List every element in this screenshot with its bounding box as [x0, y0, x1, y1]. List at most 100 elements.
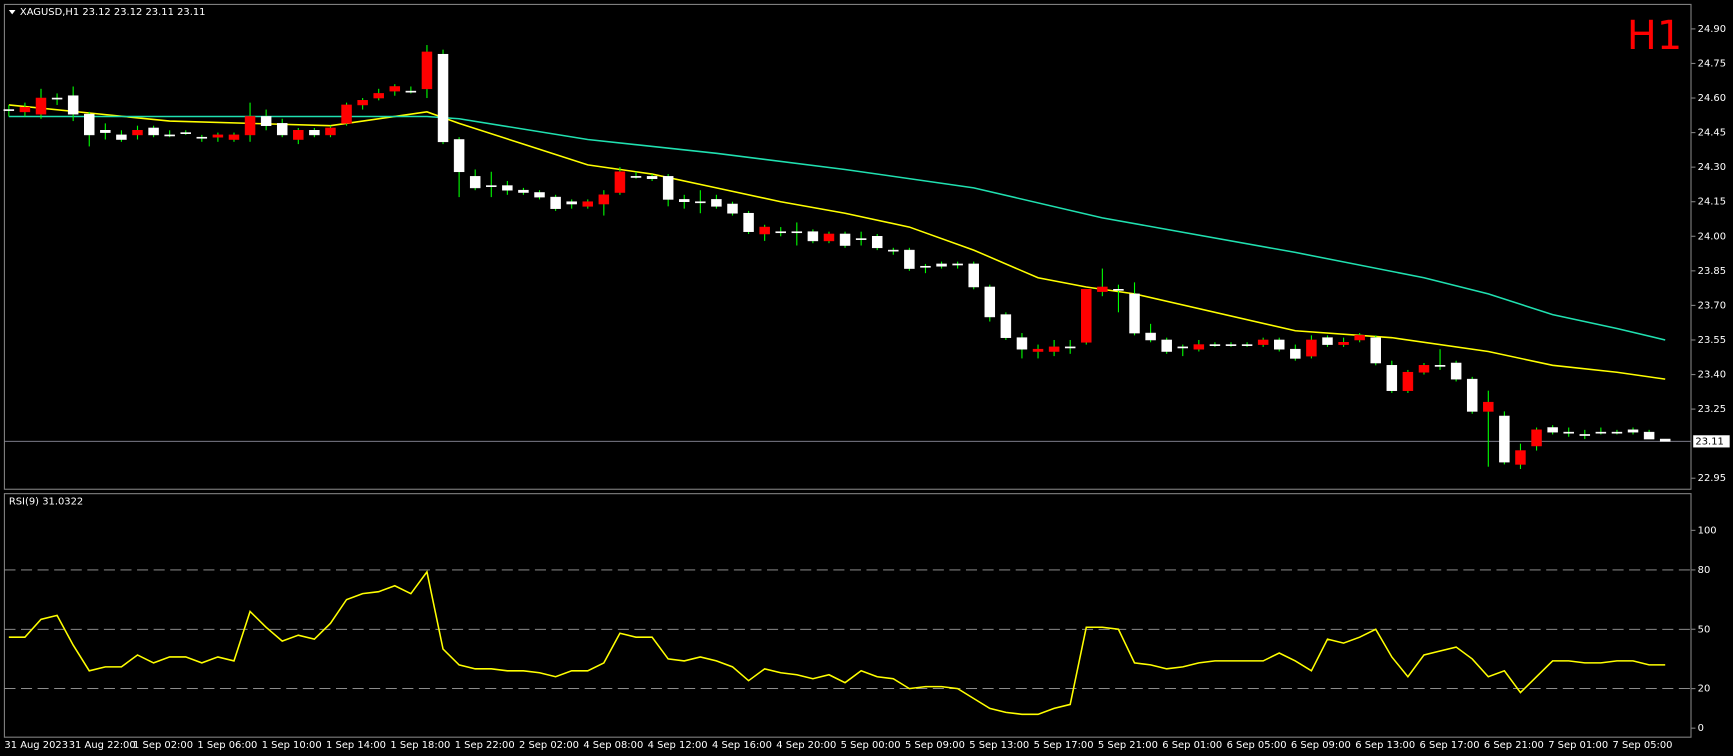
y-tick-label: 23.40 — [1698, 370, 1726, 381]
candle-body — [1659, 438, 1671, 442]
x-tick-label: 1 Sep 14:00 — [326, 740, 386, 751]
candle-body — [196, 136, 208, 139]
candle-body — [1081, 289, 1092, 343]
candle-body — [132, 130, 143, 136]
x-tick-label: 6 Sep 13:00 — [1355, 740, 1415, 751]
candle-body — [1595, 431, 1607, 434]
candle-body — [1064, 346, 1076, 349]
x-tick-label: 5 Sep 17:00 — [1034, 740, 1094, 751]
candle-body — [260, 116, 272, 126]
candle-body — [1000, 314, 1012, 338]
candle-body — [839, 233, 851, 246]
candle-body — [453, 139, 465, 173]
y-tick-label: 24.15 — [1698, 197, 1726, 208]
candle-body — [276, 123, 288, 136]
candle-body — [293, 130, 304, 140]
y-tick-label: 23.25 — [1698, 404, 1726, 415]
candle-body — [1611, 431, 1623, 434]
candle-body — [309, 130, 320, 136]
candle-body — [1290, 348, 1301, 359]
candle-body — [405, 90, 417, 93]
y-tick-label: 24.30 — [1698, 162, 1726, 173]
candle-body — [1129, 293, 1140, 334]
candle-body — [550, 196, 561, 209]
candle-body — [1225, 344, 1237, 346]
candle-body — [180, 132, 191, 134]
candle-body — [727, 203, 738, 214]
candle-body — [614, 171, 626, 193]
candle-body — [936, 263, 947, 267]
candle-body — [1322, 337, 1333, 345]
candle-body — [904, 249, 915, 269]
x-tick-label: 6 Sep 05:00 — [1227, 740, 1287, 751]
moving-average — [8, 115, 1666, 341]
x-tick-label: 5 Sep 13:00 — [969, 740, 1029, 751]
candle-body — [1627, 429, 1639, 433]
candle-body — [920, 265, 931, 268]
candle-body — [1097, 286, 1108, 292]
rsi-header: RSI(9) 31.0322 — [9, 496, 83, 507]
candle-body — [566, 201, 577, 205]
x-tick-label: 1 Sep 22:00 — [455, 740, 515, 751]
price-panel — [3, 3, 1692, 490]
candle-body — [1499, 415, 1510, 463]
candle-body — [83, 113, 95, 136]
candle-body — [244, 116, 256, 136]
x-tick-label: 4 Sep 20:00 — [776, 740, 836, 751]
candle-body — [598, 194, 610, 205]
current-price-box — [1693, 435, 1730, 448]
y-tick-label: 23.55 — [1698, 335, 1726, 346]
candle-body — [1515, 450, 1526, 465]
candle-body — [888, 249, 899, 252]
candle-body — [1048, 346, 1060, 352]
candle-body — [1177, 346, 1189, 349]
candle-body — [1145, 332, 1156, 341]
candle-body — [502, 185, 513, 191]
candle-body — [341, 104, 352, 124]
x-tick-label: 1 Sep 18:00 — [390, 740, 450, 751]
y-tick-label: 24.00 — [1698, 231, 1726, 242]
candle-body — [325, 127, 336, 136]
candle-body — [823, 233, 835, 242]
candle-body — [711, 199, 722, 207]
rsi-panel — [3, 493, 1692, 738]
candle-body — [1386, 365, 1398, 391]
candle-body — [1306, 339, 1317, 357]
x-tick-label: 6 Sep 01:00 — [1162, 740, 1222, 751]
menu-arrow — [8, 9, 16, 15]
x-tick-label: 1 Sep 10:00 — [262, 740, 322, 751]
x-tick-label: 5 Sep 21:00 — [1098, 740, 1158, 751]
candle-body — [678, 199, 690, 202]
x-tick-label: 7 Sep 01:00 — [1548, 740, 1608, 751]
candle-body — [1113, 289, 1124, 291]
candle-body — [968, 263, 979, 288]
candle-body — [19, 106, 31, 113]
candle-body — [228, 134, 240, 140]
candle-body — [1241, 344, 1253, 346]
candle-body — [1434, 365, 1446, 367]
x-tick-label: 1 Sep 02:00 — [133, 740, 193, 751]
candle-body — [1547, 427, 1558, 433]
candle-body — [1370, 337, 1381, 364]
x-tick-label: 4 Sep 16:00 — [712, 740, 772, 751]
x-tick-label: 5 Sep 00:00 — [841, 740, 901, 751]
candle-body — [1466, 378, 1478, 412]
candle-body — [1450, 362, 1462, 380]
candle-body — [1161, 339, 1172, 352]
x-tick-label: 6 Sep 17:00 — [1420, 740, 1480, 751]
candle-body — [630, 176, 642, 178]
candle-body — [51, 97, 63, 100]
candle-body — [1016, 337, 1028, 350]
candle-body — [871, 236, 883, 249]
x-tick-label: 31 Aug 22:00 — [69, 740, 136, 751]
candle-body — [855, 238, 867, 240]
timeframe-label: H1 — [1627, 13, 1682, 59]
candle-body — [3, 109, 15, 111]
candle-body — [646, 176, 658, 179]
candle-body — [1483, 401, 1494, 412]
candle-body — [164, 134, 175, 137]
candle-body — [1338, 342, 1349, 345]
candle-body — [1193, 344, 1205, 350]
